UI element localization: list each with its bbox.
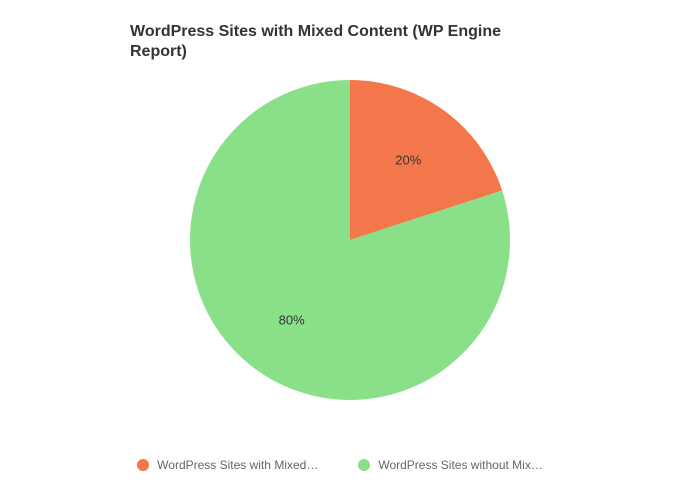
legend-label-1: WordPress Sites without Mix… — [378, 458, 543, 472]
legend-item-0: WordPress Sites with Mixed… — [137, 458, 318, 472]
legend: WordPress Sites with Mixed… WordPress Si… — [0, 458, 680, 472]
chart-container: WordPress Sites with Mixed Content (WP E… — [0, 0, 680, 500]
slice-label-0: 20% — [395, 152, 421, 167]
slice-label-1: 80% — [279, 313, 305, 328]
chart-title: WordPress Sites with Mixed Content (WP E… — [130, 22, 530, 62]
pie-chart: 20% 80% — [190, 80, 510, 400]
legend-item-1: WordPress Sites without Mix… — [358, 458, 543, 472]
legend-label-0: WordPress Sites with Mixed… — [157, 458, 318, 472]
legend-swatch-0 — [137, 459, 149, 471]
pie-svg — [190, 80, 510, 400]
legend-swatch-1 — [358, 459, 370, 471]
